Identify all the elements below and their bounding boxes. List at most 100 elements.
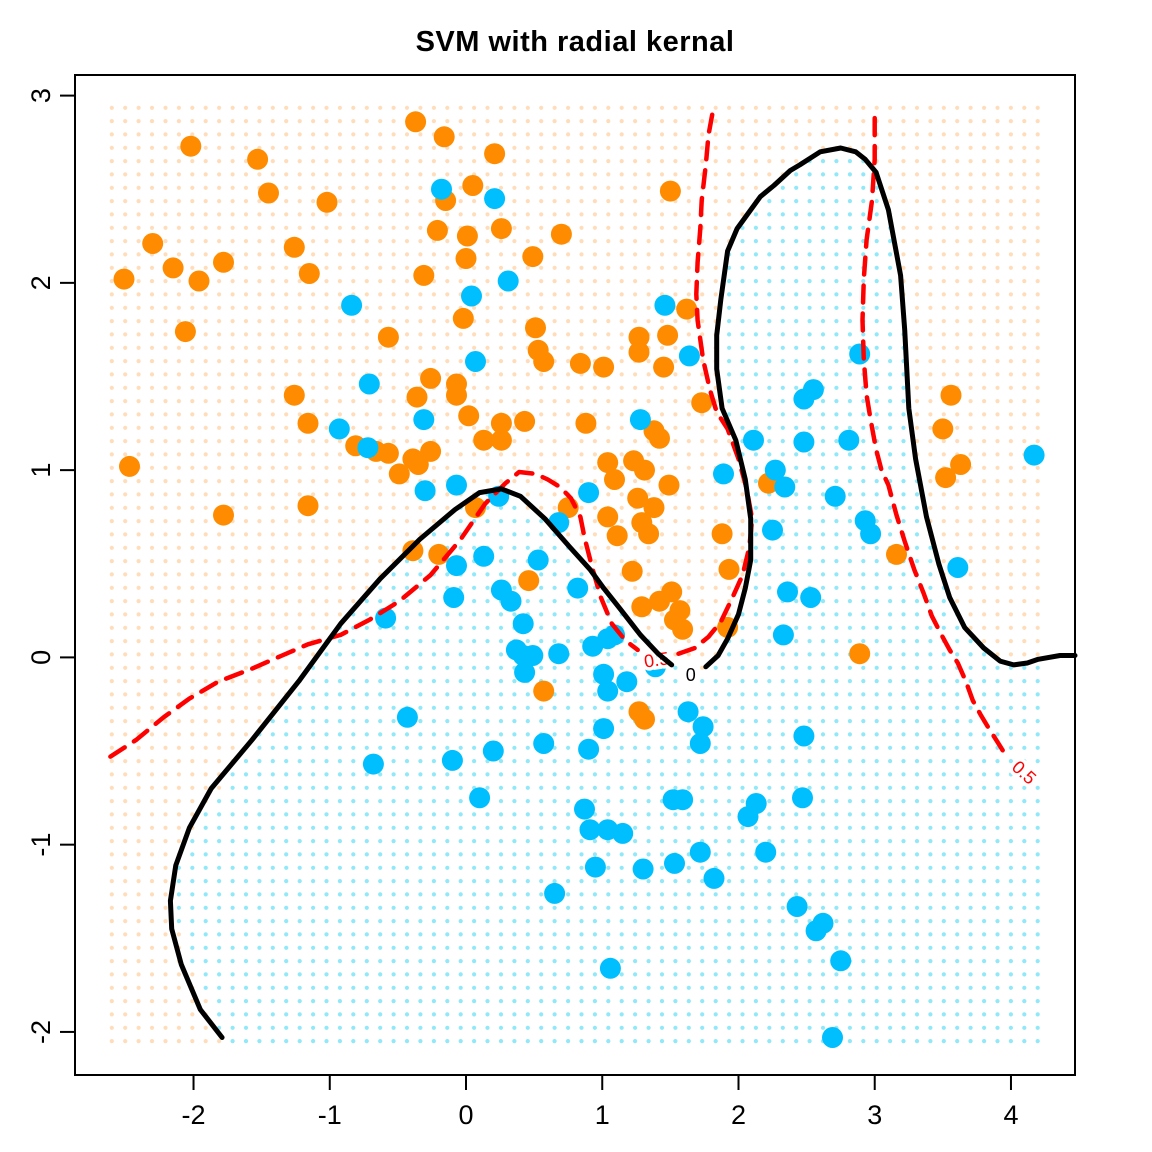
grid-dot-orange [123, 425, 128, 430]
grid-dot-blue [955, 652, 960, 657]
grid-dot-blue [874, 799, 879, 804]
grid-dot-blue [820, 679, 826, 684]
grid-dot-blue [955, 732, 960, 737]
grid-dot-blue [552, 852, 557, 857]
grid-dot-blue [1008, 892, 1014, 897]
grid-dot-blue [780, 665, 785, 670]
grid-dot-blue [391, 705, 396, 710]
grid-dot-orange [257, 252, 262, 257]
grid-dot-blue [297, 852, 302, 857]
grid-dot-blue [1008, 785, 1014, 790]
grid-dot-blue [820, 785, 826, 790]
grid-dot-orange [270, 612, 275, 617]
grid-dot-blue [820, 292, 826, 297]
grid-dot-orange [149, 705, 155, 710]
data-point-class-orange [413, 264, 435, 286]
grid-dot-orange [646, 625, 651, 630]
grid-dot-blue [646, 772, 651, 777]
grid-dot-orange [176, 359, 181, 364]
grid-dot-blue [404, 652, 410, 657]
grid-dot-orange [230, 332, 235, 337]
grid-dot-orange [901, 159, 906, 164]
grid-dot-orange [700, 372, 705, 377]
grid-dot-orange [337, 225, 342, 230]
grid-dot-blue [659, 732, 665, 737]
grid-dot-blue [243, 1012, 249, 1017]
grid-dot-blue [404, 625, 410, 630]
grid-dot-orange [592, 239, 598, 244]
grid-dot-blue [311, 865, 316, 870]
grid-dot-orange [579, 119, 584, 124]
grid-dot-blue [445, 999, 450, 1004]
grid-dot-blue [472, 612, 477, 617]
grid-dot-blue [324, 1025, 329, 1030]
grid-dot-orange [378, 185, 383, 190]
grid-dot-blue [727, 372, 732, 377]
grid-dot-orange [579, 465, 584, 470]
grid-dot-blue [418, 705, 423, 710]
grid-dot-orange [190, 772, 195, 777]
grid-dot-blue [1008, 825, 1014, 830]
grid-dot-orange [136, 332, 141, 337]
grid-dot-blue [646, 1039, 651, 1044]
grid-dot-orange [955, 585, 960, 590]
grid-dot-blue [418, 559, 423, 564]
grid-dot-orange [270, 385, 275, 390]
grid-dot-orange [176, 612, 181, 617]
grid-dot-blue [1008, 679, 1014, 684]
grid-dot-blue [566, 719, 571, 724]
grid-dot-orange [149, 412, 155, 417]
grid-dot-blue [566, 785, 571, 790]
grid-dot-blue [888, 865, 893, 870]
grid-dot-orange [297, 279, 302, 284]
grid-dot-orange [109, 119, 114, 124]
grid-dot-blue [217, 945, 222, 950]
grid-dot-orange [176, 412, 181, 417]
grid-dot-orange [203, 412, 208, 417]
grid-dot-orange [176, 292, 181, 297]
grid-dot-blue [928, 572, 933, 577]
grid-dot-blue [794, 625, 799, 630]
grid-dot-blue [445, 745, 450, 750]
grid-dot-orange [928, 252, 933, 257]
grid-dot-blue [767, 719, 772, 724]
grid-dot-orange [740, 119, 745, 124]
grid-dot-blue [767, 959, 772, 964]
grid-dot-blue [525, 879, 530, 884]
grid-dot-blue [351, 692, 356, 697]
grid-dot-orange [606, 319, 611, 324]
grid-dot-orange [646, 159, 651, 164]
grid-dot-orange [176, 279, 181, 284]
grid-dot-orange [230, 492, 235, 497]
grid-dot-orange [512, 119, 517, 124]
grid-dot-orange [700, 319, 705, 324]
grid-dot-orange [136, 1012, 141, 1017]
grid-dot-blue [740, 932, 745, 937]
grid-dot-orange [982, 239, 987, 244]
grid-dot-blue [794, 545, 799, 550]
grid-dot-blue [968, 959, 973, 964]
grid-dot-blue [606, 879, 611, 884]
grid-dot-orange [445, 452, 450, 457]
grid-dot-blue [941, 839, 946, 844]
grid-dot-orange [109, 652, 114, 657]
grid-dot-blue [955, 679, 960, 684]
grid-dot-orange [485, 479, 490, 484]
grid-dot-blue [794, 185, 799, 190]
grid-dot-orange [243, 625, 249, 630]
grid-dot-orange [579, 212, 584, 217]
grid-dot-blue [659, 719, 665, 724]
grid-dot-blue [646, 932, 651, 937]
grid-dot-blue [539, 599, 544, 604]
grid-dot-orange [351, 119, 356, 124]
grid-dot-blue [606, 759, 611, 764]
grid-dot-orange [955, 252, 960, 257]
grid-dot-blue [928, 985, 933, 990]
grid-dot-orange [1008, 505, 1014, 510]
grid-dot-blue [512, 532, 517, 537]
grid-dot-orange [686, 319, 691, 324]
grid-dot-blue [324, 919, 329, 924]
grid-dot-orange [257, 172, 262, 177]
grid-dot-orange [109, 879, 114, 884]
grid-dot-blue [257, 972, 262, 977]
